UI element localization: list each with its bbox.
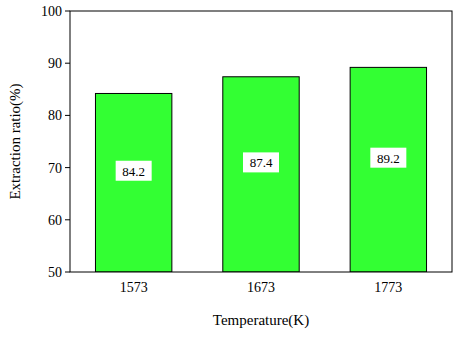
y-tick-label: 80: [48, 108, 62, 123]
y-tick: [65, 272, 70, 273]
y-tick-label: 100: [41, 4, 62, 19]
chart-container: 50 60 70 80 90 100 1573 1673 1773 84.2 87.4 89.2 Tem…: [0, 0, 469, 340]
bar: [350, 67, 426, 272]
bars: [95, 67, 426, 272]
x-axis-title: Temperature(K): [213, 312, 309, 329]
x-tick-label: 1673: [247, 280, 275, 295]
bar: [223, 77, 299, 272]
data-label: 84.2: [122, 164, 145, 179]
data-label-box: [116, 161, 152, 181]
data-label: 87.4: [250, 155, 273, 170]
y-tick: [65, 219, 70, 220]
y-axis-title: Extraction ratio(%): [7, 83, 24, 199]
y-tick-label: 90: [48, 56, 62, 71]
chart-svg: 50 60 70 80 90 100 1573 1673 1773 84.2 87.4 89.2 Tem…: [0, 0, 469, 340]
y-tick: [65, 11, 70, 12]
bar: [95, 93, 171, 272]
data-label: 89.2: [377, 151, 400, 166]
x-tick-label: 1773: [374, 280, 402, 295]
x-tick-label: 1573: [120, 280, 148, 295]
y-tick-label: 70: [48, 161, 62, 176]
data-label-box: [370, 148, 406, 168]
y-tick: [65, 167, 70, 168]
data-label-box: [243, 152, 279, 172]
y-tick: [65, 63, 70, 64]
y-tick-label: 50: [48, 265, 62, 280]
y-tick: [65, 115, 70, 116]
plot-frame: [70, 11, 452, 272]
y-tick-label: 60: [48, 213, 62, 228]
